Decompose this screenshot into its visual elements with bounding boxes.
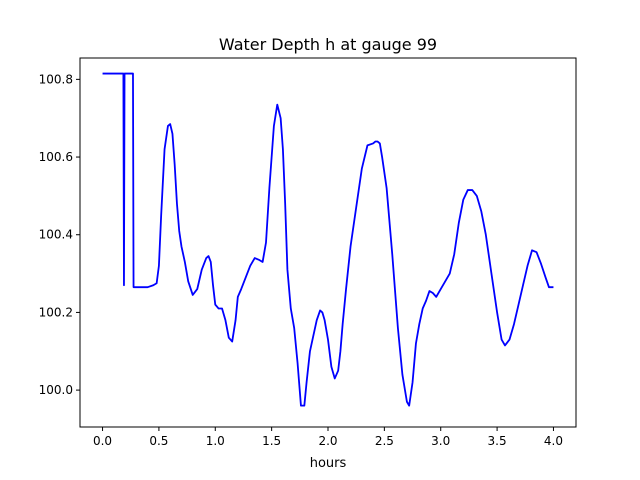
y-tick-label: 100.2 <box>39 305 73 319</box>
y-tick-label: 100.8 <box>39 72 73 86</box>
y-tick-label: 100.6 <box>39 150 73 164</box>
x-tick-label: 1.5 <box>262 434 281 448</box>
y-tick-label: 100.4 <box>39 228 73 242</box>
x-axis-label: hours <box>310 456 347 471</box>
series-line <box>102 72 554 407</box>
x-tick-label: 0.0 <box>93 434 112 448</box>
x-axis-ticks: 0.0 0.5 1.0 1.5 2.0 2.5 3.0 3.5 4.0 <box>93 427 563 448</box>
y-tick-label: 100.0 <box>39 383 73 397</box>
x-tick-label: 1.0 <box>206 434 225 448</box>
x-tick-label: 0.5 <box>149 434 168 448</box>
x-tick-label: 2.5 <box>375 434 394 448</box>
series-layer <box>102 72 554 407</box>
y-axis-ticks: 100.0 100.2 100.4 100.6 100.8 <box>39 72 80 397</box>
x-tick-label: 3.0 <box>431 434 450 448</box>
x-tick-label: 2.0 <box>318 434 337 448</box>
chart-title: Water Depth h at gauge 99 <box>219 35 437 54</box>
x-tick-label: 4.0 <box>544 434 563 448</box>
x-tick-label: 3.5 <box>488 434 507 448</box>
